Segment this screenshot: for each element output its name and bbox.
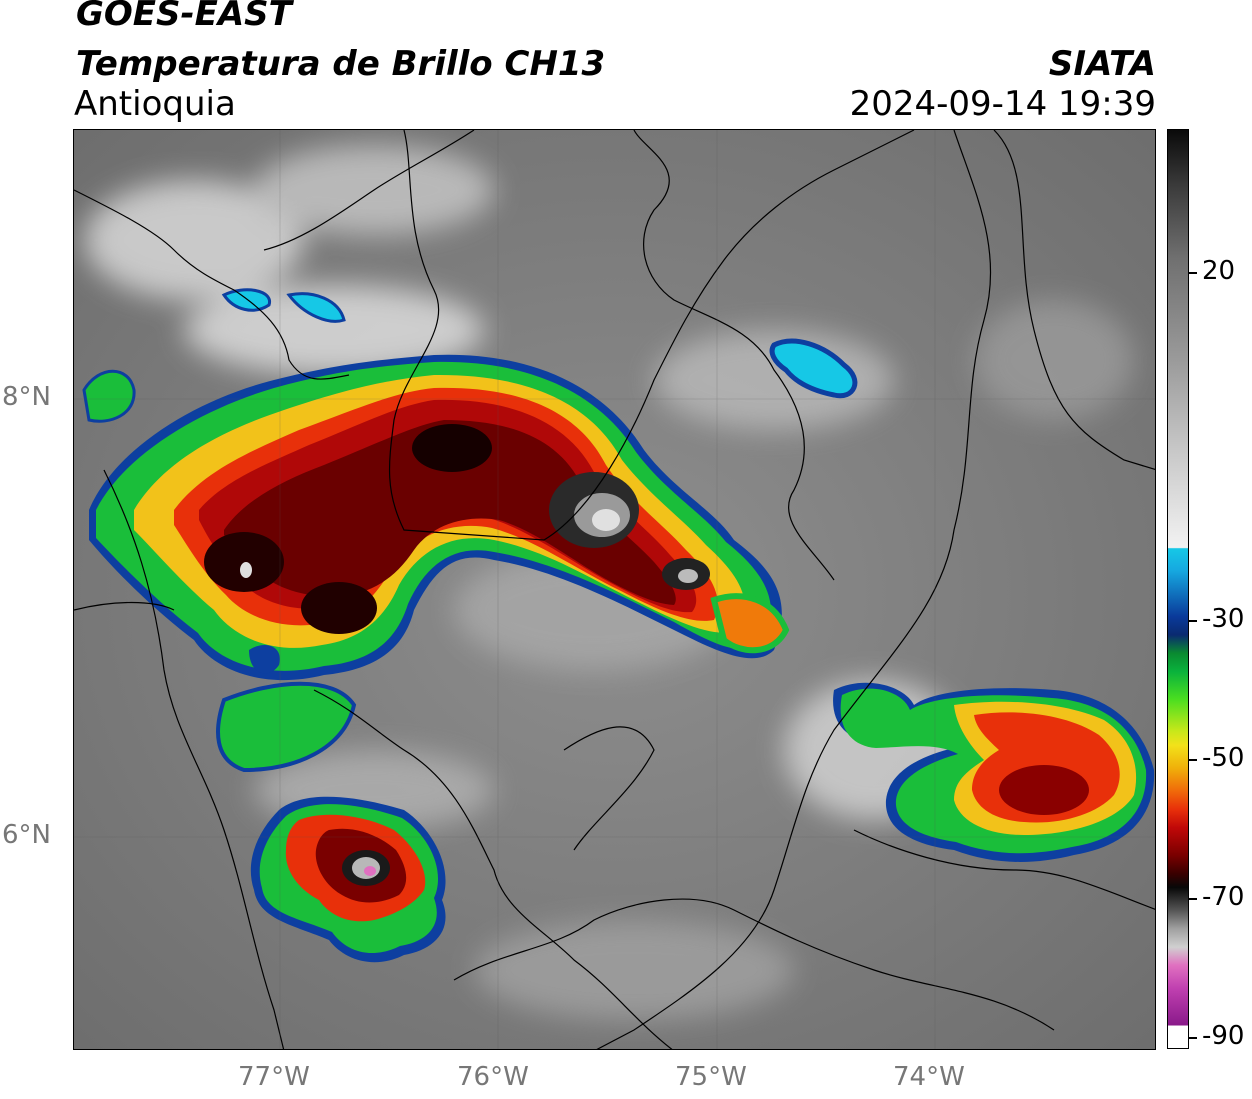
lon-label-74w: 74°W [893,1062,965,1092]
lon-label-76w: 76°W [457,1062,529,1092]
colorbar-tick [1189,272,1197,274]
product-title: Temperatura de Brillo CH13 [76,44,606,84]
storm-east [833,682,1155,862]
region-label: Antioquia [74,84,236,124]
lat-label-8n: 8°N [2,382,51,412]
colorbar-tick [1189,898,1197,900]
satellite-title: GOES-EAST [76,0,292,34]
satellite-map[interactable] [73,129,1156,1050]
borders [74,130,1155,1049]
colorbar [1167,129,1189,1049]
datetime-label: 2024-09-14 19:39 [849,84,1156,124]
colorbar-label-minus30: -30 [1202,604,1245,634]
lat-label-6n: 6°N [2,820,51,850]
storm-northeast [769,338,858,399]
lon-label-77w: 77°W [238,1062,310,1092]
graticule [74,130,1155,1049]
storm-west-small [216,288,357,773]
colorbar-label-minus90: -90 [1202,1021,1245,1051]
lon-label-75w: 75°W [675,1062,747,1092]
map-svg [74,130,1155,1049]
colorbar-tick [1189,759,1197,761]
colorbar-tick [1189,1037,1197,1039]
colorbar-label-minus70: -70 [1202,882,1245,912]
source-label: SIATA [1048,44,1156,84]
storm-north [82,354,790,681]
colorbar-label-20: 20 [1202,256,1236,286]
storm-south [250,796,446,963]
colorbar-tick [1189,620,1197,622]
colorbar-label-minus50: -50 [1202,743,1245,773]
